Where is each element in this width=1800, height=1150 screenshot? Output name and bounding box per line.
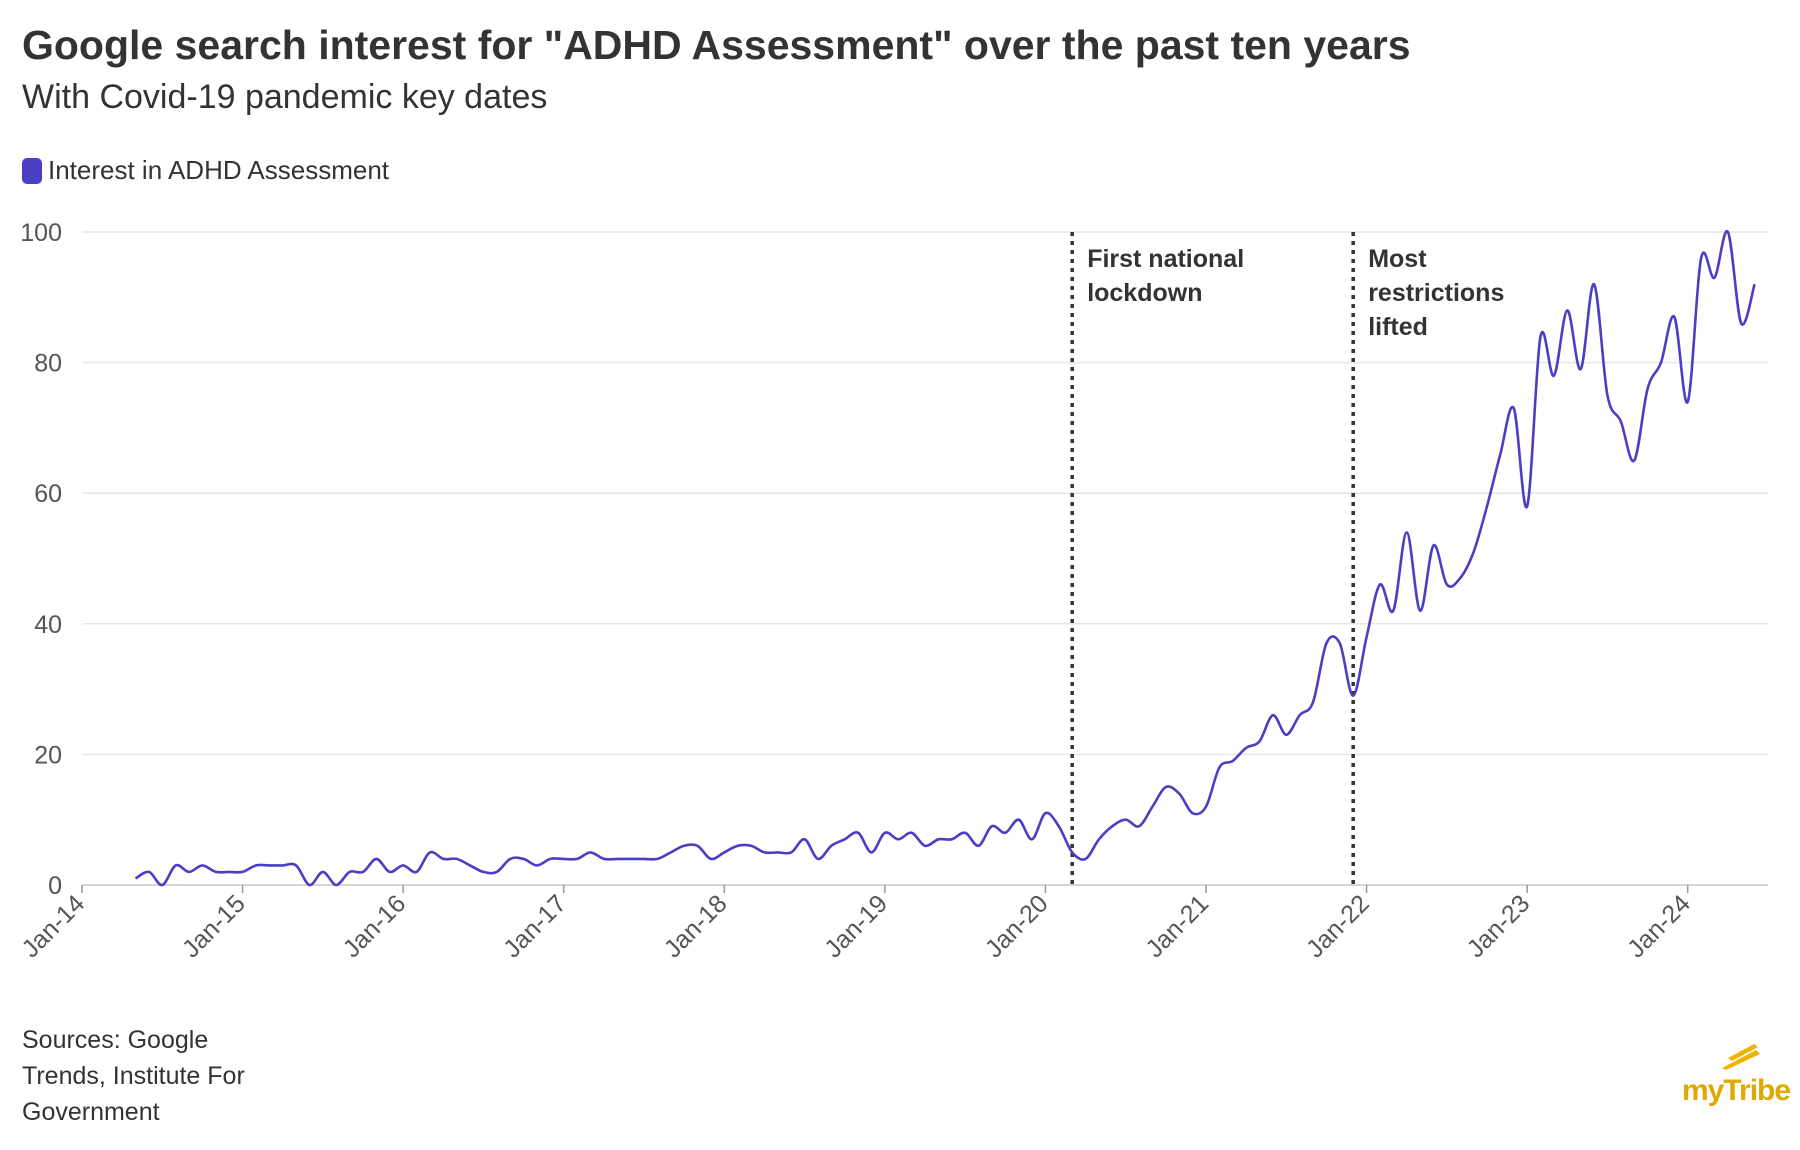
x-tick-label: Jan-19 [819,889,893,963]
y-tick-label: 20 [34,741,62,769]
x-tick-label: Jan-22 [1301,889,1375,963]
mytribe-logo-icon [1722,1044,1760,1070]
annotation-label: Most restrictions lifted [1368,245,1504,341]
x-tick-label: Jan-14 [16,889,90,963]
chart-subtitle: With Covid-19 pandemic key dates [22,78,548,116]
series-line-interest [134,230,1756,887]
y-tick-label: 60 [34,480,62,508]
source-note: Sources: Google Trends, Institute For Go… [22,1026,245,1126]
x-tick-label: Jan-16 [338,889,412,963]
x-tick-label: Jan-24 [1622,889,1696,963]
legend: Interest in ADHD Assessment [22,155,389,186]
y-tick-label: 0 [48,872,62,900]
x-tick-label: Jan-15 [177,889,251,963]
x-tick-label: Jan-21 [1140,889,1214,963]
x-tick-label: Jan-23 [1462,889,1536,963]
y-tick-label: 100 [20,219,62,247]
chart-title: Google search interest for "ADHD Assessm… [22,22,1411,68]
y-tick-label: 40 [34,611,62,639]
legend-label: Interest in ADHD Assessment [48,155,390,185]
brand-name: myTribe [1682,1074,1791,1107]
x-tick-label: Jan-18 [659,889,733,963]
x-tick-label: Jan-20 [980,889,1054,963]
brand-logo: myTribe [1680,1040,1791,1115]
y-tick-label: 80 [34,350,62,378]
annotation-label: First national lockdown [1087,245,1244,307]
line-chart: 0 20 40 60 80 100 Jan-14 Jan-15 Jan-16 Jan-17 Jan-… [16,219,1768,963]
x-tick-label: Jan-17 [498,889,572,963]
legend-swatch [22,157,42,184]
